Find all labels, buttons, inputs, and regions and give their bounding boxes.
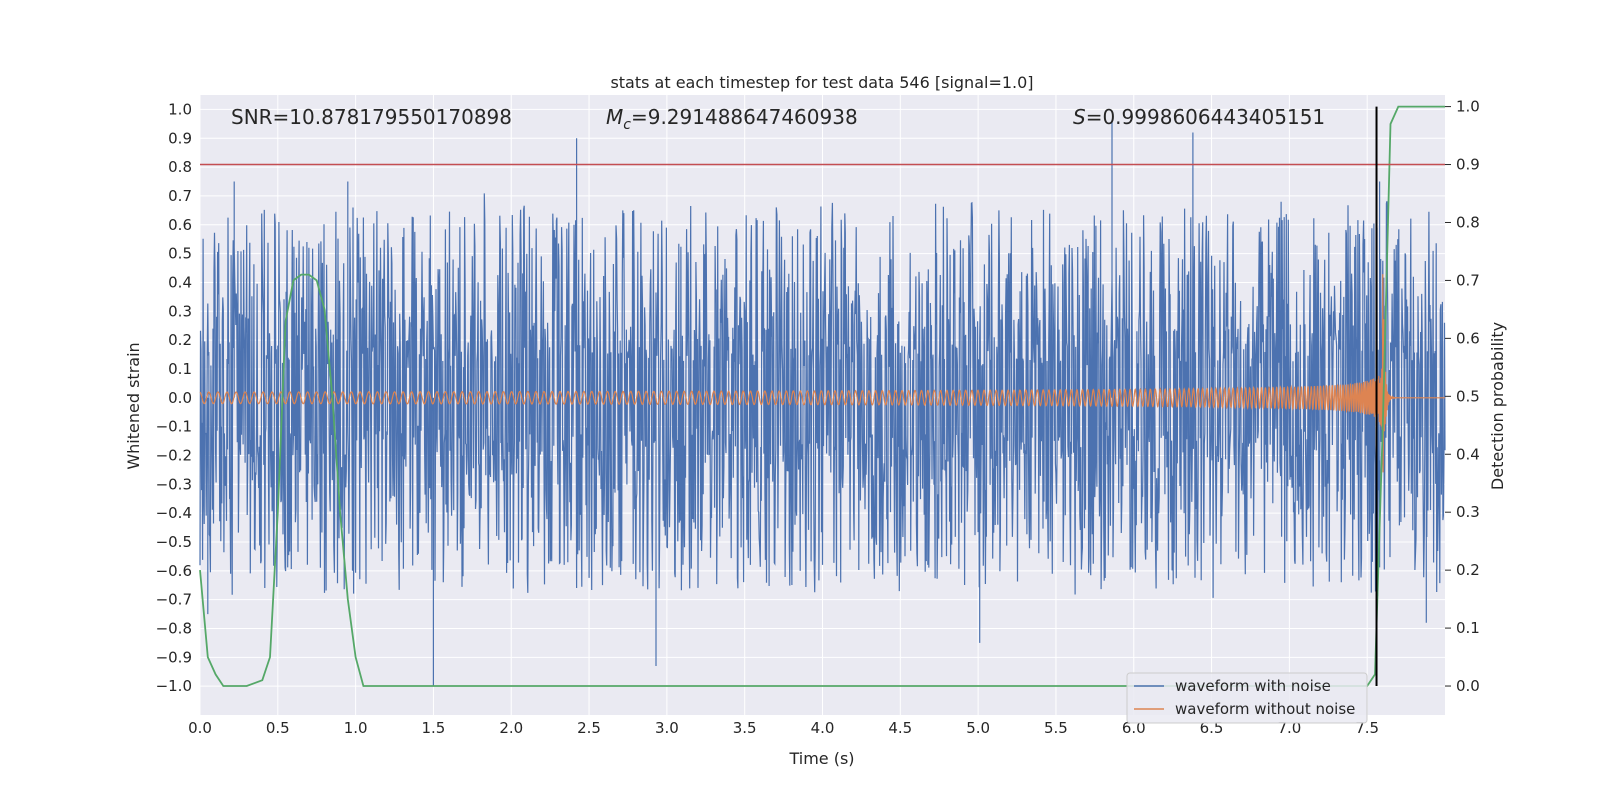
y-tick-label: −0.9 <box>156 648 192 666</box>
y-tick-label: −0.6 <box>156 562 192 580</box>
y2-tick-label: 0.9 <box>1456 156 1480 174</box>
x-tick-label: 0.0 <box>188 719 212 737</box>
clean-waveform-line <box>199 274 1445 473</box>
x-tick-label: 4.0 <box>811 719 835 737</box>
y-tick-label: −0.3 <box>156 475 192 493</box>
mc-subscript: c <box>623 117 631 133</box>
legend: waveform with noise waveform without noi… <box>1126 672 1368 724</box>
y2-tick-label: 0.4 <box>1456 445 1480 463</box>
x-tick-label: 0.5 <box>266 719 290 737</box>
y2-tick-label: 0.6 <box>1456 329 1480 347</box>
y2-tick-label: 0.1 <box>1456 619 1480 637</box>
x-tick-label: 3.0 <box>655 719 679 737</box>
detection-probability-line <box>199 105 1445 687</box>
y2-axis-ticks: 1.0 0.9 0.8 0.7 0.6 0.5 0.4 0.3 0.2 0.1 0.0 <box>1445 98 1480 695</box>
y2-tick-label: 0.8 <box>1456 213 1480 231</box>
y-tick-label: 0.2 <box>168 331 192 349</box>
y-tick-label: 0.4 <box>168 273 192 291</box>
y-tick-label: −1.0 <box>156 677 192 695</box>
y-tick-label: −0.7 <box>156 591 192 609</box>
s-symbol: S <box>1073 105 1086 129</box>
y2-tick-label: 0.3 <box>1456 503 1480 521</box>
y-tick-label: −0.4 <box>156 504 192 522</box>
detection-probability-series <box>199 105 1445 687</box>
y2-tick-label: 1.0 <box>1456 98 1480 116</box>
y-tick-label: 0.0 <box>168 389 192 407</box>
clean-waveform-series <box>199 274 1445 473</box>
snr-annotation: SNR=10.878179550170898 <box>231 105 512 129</box>
y-tick-label: 0.7 <box>168 187 192 205</box>
y-tick-label: 0.6 <box>168 216 192 234</box>
y2-tick-label: 0.5 <box>1456 387 1480 405</box>
overlay <box>200 106 1445 687</box>
legend-label-noise: waveform with noise <box>1175 677 1331 695</box>
legend-box <box>1126 672 1368 724</box>
x-tick-label: 3.5 <box>733 719 757 737</box>
x-tick-label: 4.5 <box>888 719 912 737</box>
y2-tick-label: 0.2 <box>1456 561 1480 579</box>
y2-tick-label: 0.7 <box>1456 271 1480 289</box>
y-tick-label: −0.2 <box>156 446 192 464</box>
y-tick-label: 0.9 <box>168 129 192 147</box>
x-tick-label: 2.0 <box>499 719 523 737</box>
x-axis-label: Time (s) <box>788 749 854 768</box>
y-axis-ticks: 1.0 0.9 0.8 0.7 0.6 0.5 0.4 0.3 0.2 0.1 0.0 −0.1 −0.… <box>156 100 192 695</box>
y-tick-label: −0.8 <box>156 619 192 637</box>
y-tick-label: −0.5 <box>156 533 192 551</box>
s-value: =0.9998606443405151 <box>1086 105 1325 129</box>
y-tick-label: 0.3 <box>168 302 192 320</box>
legend-label-clean: waveform without noise <box>1175 700 1355 718</box>
x-tick-label: 5.0 <box>966 719 990 737</box>
x-tick-label: 2.5 <box>577 719 601 737</box>
noise-waveform-series <box>199 121 1446 687</box>
noise-waveform-line <box>199 121 1446 687</box>
y-tick-label: 0.5 <box>168 245 192 263</box>
chirp-mass-annotation: Mc=9.291488647460938 <box>606 105 858 133</box>
x-tick-label: 5.5 <box>1044 719 1068 737</box>
y2-axis-label: Detection probability <box>1488 322 1507 490</box>
score-annotation: S=0.9998606443405151 <box>1073 105 1325 129</box>
x-tick-label: 1.5 <box>422 719 446 737</box>
y-axis-label: Whitened strain <box>124 342 143 469</box>
y-tick-label: 0.8 <box>168 158 192 176</box>
y-tick-label: −0.1 <box>156 418 192 436</box>
x-tick-label: 1.0 <box>344 719 368 737</box>
mc-symbol: M <box>606 105 623 129</box>
mc-value: =9.291488647460938 <box>631 105 858 129</box>
y-tick-label: 1.0 <box>168 100 192 118</box>
y-tick-label: 0.1 <box>168 360 192 378</box>
y2-tick-label: 0.0 <box>1456 677 1480 695</box>
chart-title: stats at each timestep for test data 546… <box>610 73 1033 92</box>
